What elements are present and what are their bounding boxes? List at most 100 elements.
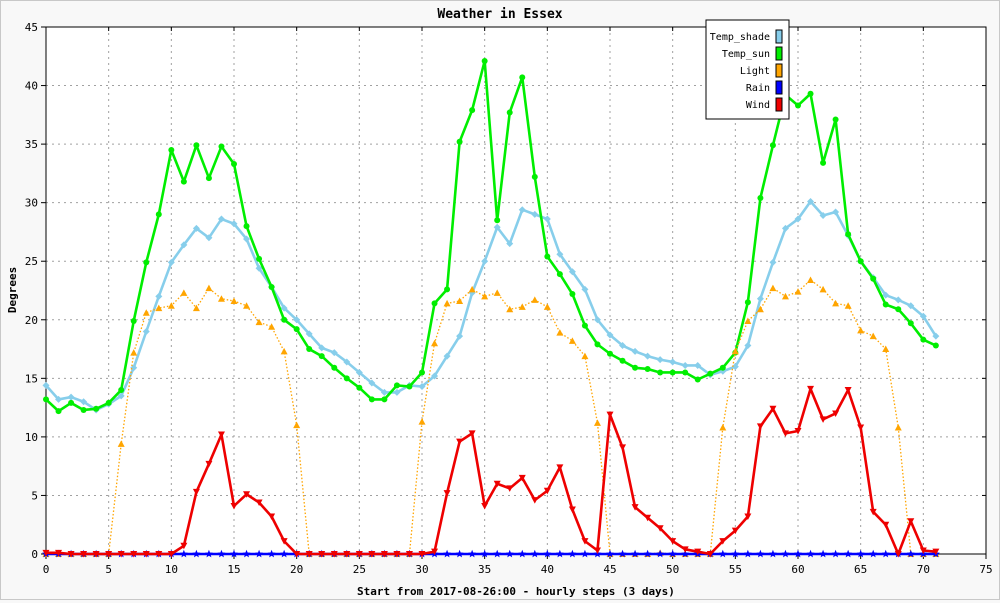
data-point bbox=[142, 309, 150, 316]
legend-label: Light bbox=[740, 66, 770, 77]
data-point bbox=[505, 549, 514, 558]
x-tick-label: 30 bbox=[415, 563, 428, 576]
x-tick-label: 35 bbox=[478, 563, 491, 576]
data-point bbox=[857, 326, 865, 334]
data-point bbox=[807, 276, 815, 283]
data-point bbox=[55, 395, 63, 403]
data-point bbox=[544, 253, 551, 260]
data-point bbox=[393, 388, 401, 396]
x-tick-label: 20 bbox=[290, 563, 303, 576]
data-point bbox=[231, 161, 237, 168]
data-point bbox=[543, 215, 551, 223]
data-point bbox=[469, 107, 476, 114]
x-tick-label: 55 bbox=[729, 563, 742, 576]
data-point bbox=[205, 460, 213, 468]
data-point bbox=[381, 396, 388, 403]
data-point bbox=[393, 551, 401, 558]
data-point bbox=[556, 271, 563, 278]
data-point bbox=[781, 430, 789, 437]
legend-label: Temp_shade bbox=[710, 32, 770, 43]
data-point bbox=[794, 288, 802, 295]
data-point bbox=[293, 421, 301, 429]
data-point bbox=[832, 208, 840, 216]
legend-swatch bbox=[775, 80, 783, 95]
data-point bbox=[243, 302, 251, 309]
data-point bbox=[281, 316, 288, 323]
data-point bbox=[142, 327, 150, 335]
data-point bbox=[506, 305, 514, 313]
data-point bbox=[807, 90, 814, 97]
x-tick-label: 10 bbox=[165, 563, 178, 576]
data-point bbox=[518, 206, 526, 214]
data-point bbox=[569, 291, 576, 298]
data-point bbox=[230, 297, 238, 305]
data-point bbox=[618, 549, 627, 558]
data-point bbox=[179, 549, 188, 558]
data-point bbox=[393, 382, 400, 389]
data-point bbox=[268, 283, 275, 290]
data-point bbox=[93, 405, 100, 412]
data-point bbox=[105, 551, 113, 558]
data-point bbox=[706, 551, 714, 558]
data-point bbox=[769, 258, 777, 266]
data-point bbox=[355, 551, 363, 558]
data-point bbox=[305, 330, 313, 338]
data-point bbox=[167, 258, 175, 266]
data-point bbox=[657, 369, 664, 376]
y-axis-label: Degrees bbox=[6, 267, 19, 313]
data-point bbox=[919, 547, 927, 554]
data-point bbox=[581, 285, 589, 293]
data-point bbox=[530, 549, 539, 558]
data-point bbox=[555, 549, 564, 558]
data-point bbox=[819, 285, 827, 293]
data-point bbox=[142, 551, 150, 558]
data-point bbox=[845, 231, 852, 238]
data-point bbox=[593, 547, 601, 554]
data-point bbox=[192, 488, 200, 496]
data-point bbox=[67, 393, 75, 401]
data-point bbox=[468, 430, 476, 437]
data-point bbox=[155, 211, 162, 218]
data-point bbox=[907, 320, 914, 327]
data-point bbox=[882, 291, 890, 299]
data-point bbox=[305, 551, 313, 558]
legend-box bbox=[705, 19, 790, 120]
y-tick-label: 5 bbox=[31, 489, 38, 502]
data-point bbox=[180, 542, 188, 550]
data-point bbox=[619, 444, 627, 451]
data-point bbox=[493, 549, 502, 558]
data-point bbox=[568, 506, 576, 513]
data-point bbox=[831, 549, 840, 558]
data-point bbox=[293, 551, 301, 558]
data-point bbox=[480, 549, 489, 558]
data-point bbox=[494, 217, 501, 224]
data-point bbox=[531, 210, 539, 218]
data-point bbox=[743, 549, 752, 558]
data-point bbox=[694, 376, 701, 383]
data-point bbox=[593, 419, 601, 426]
data-point bbox=[919, 312, 927, 320]
data-point bbox=[568, 337, 576, 344]
legend-swatch bbox=[775, 97, 783, 112]
data-point bbox=[882, 521, 890, 529]
data-point bbox=[593, 316, 601, 324]
data-point bbox=[481, 292, 489, 300]
data-point bbox=[443, 299, 451, 307]
x-tick-label: 5 bbox=[105, 563, 112, 576]
data-point bbox=[506, 240, 514, 248]
data-point bbox=[744, 299, 751, 306]
data-point bbox=[193, 142, 200, 149]
series-line bbox=[45, 200, 937, 412]
data-point bbox=[894, 551, 902, 558]
data-point bbox=[832, 299, 840, 307]
data-point bbox=[744, 513, 752, 521]
data-point bbox=[481, 257, 489, 265]
data-point bbox=[543, 487, 551, 495]
data-point bbox=[444, 286, 451, 293]
data-point bbox=[556, 250, 564, 258]
data-point bbox=[857, 258, 864, 265]
data-point bbox=[255, 549, 264, 558]
data-point bbox=[644, 352, 652, 360]
data-point bbox=[856, 549, 865, 558]
data-point bbox=[844, 302, 852, 309]
